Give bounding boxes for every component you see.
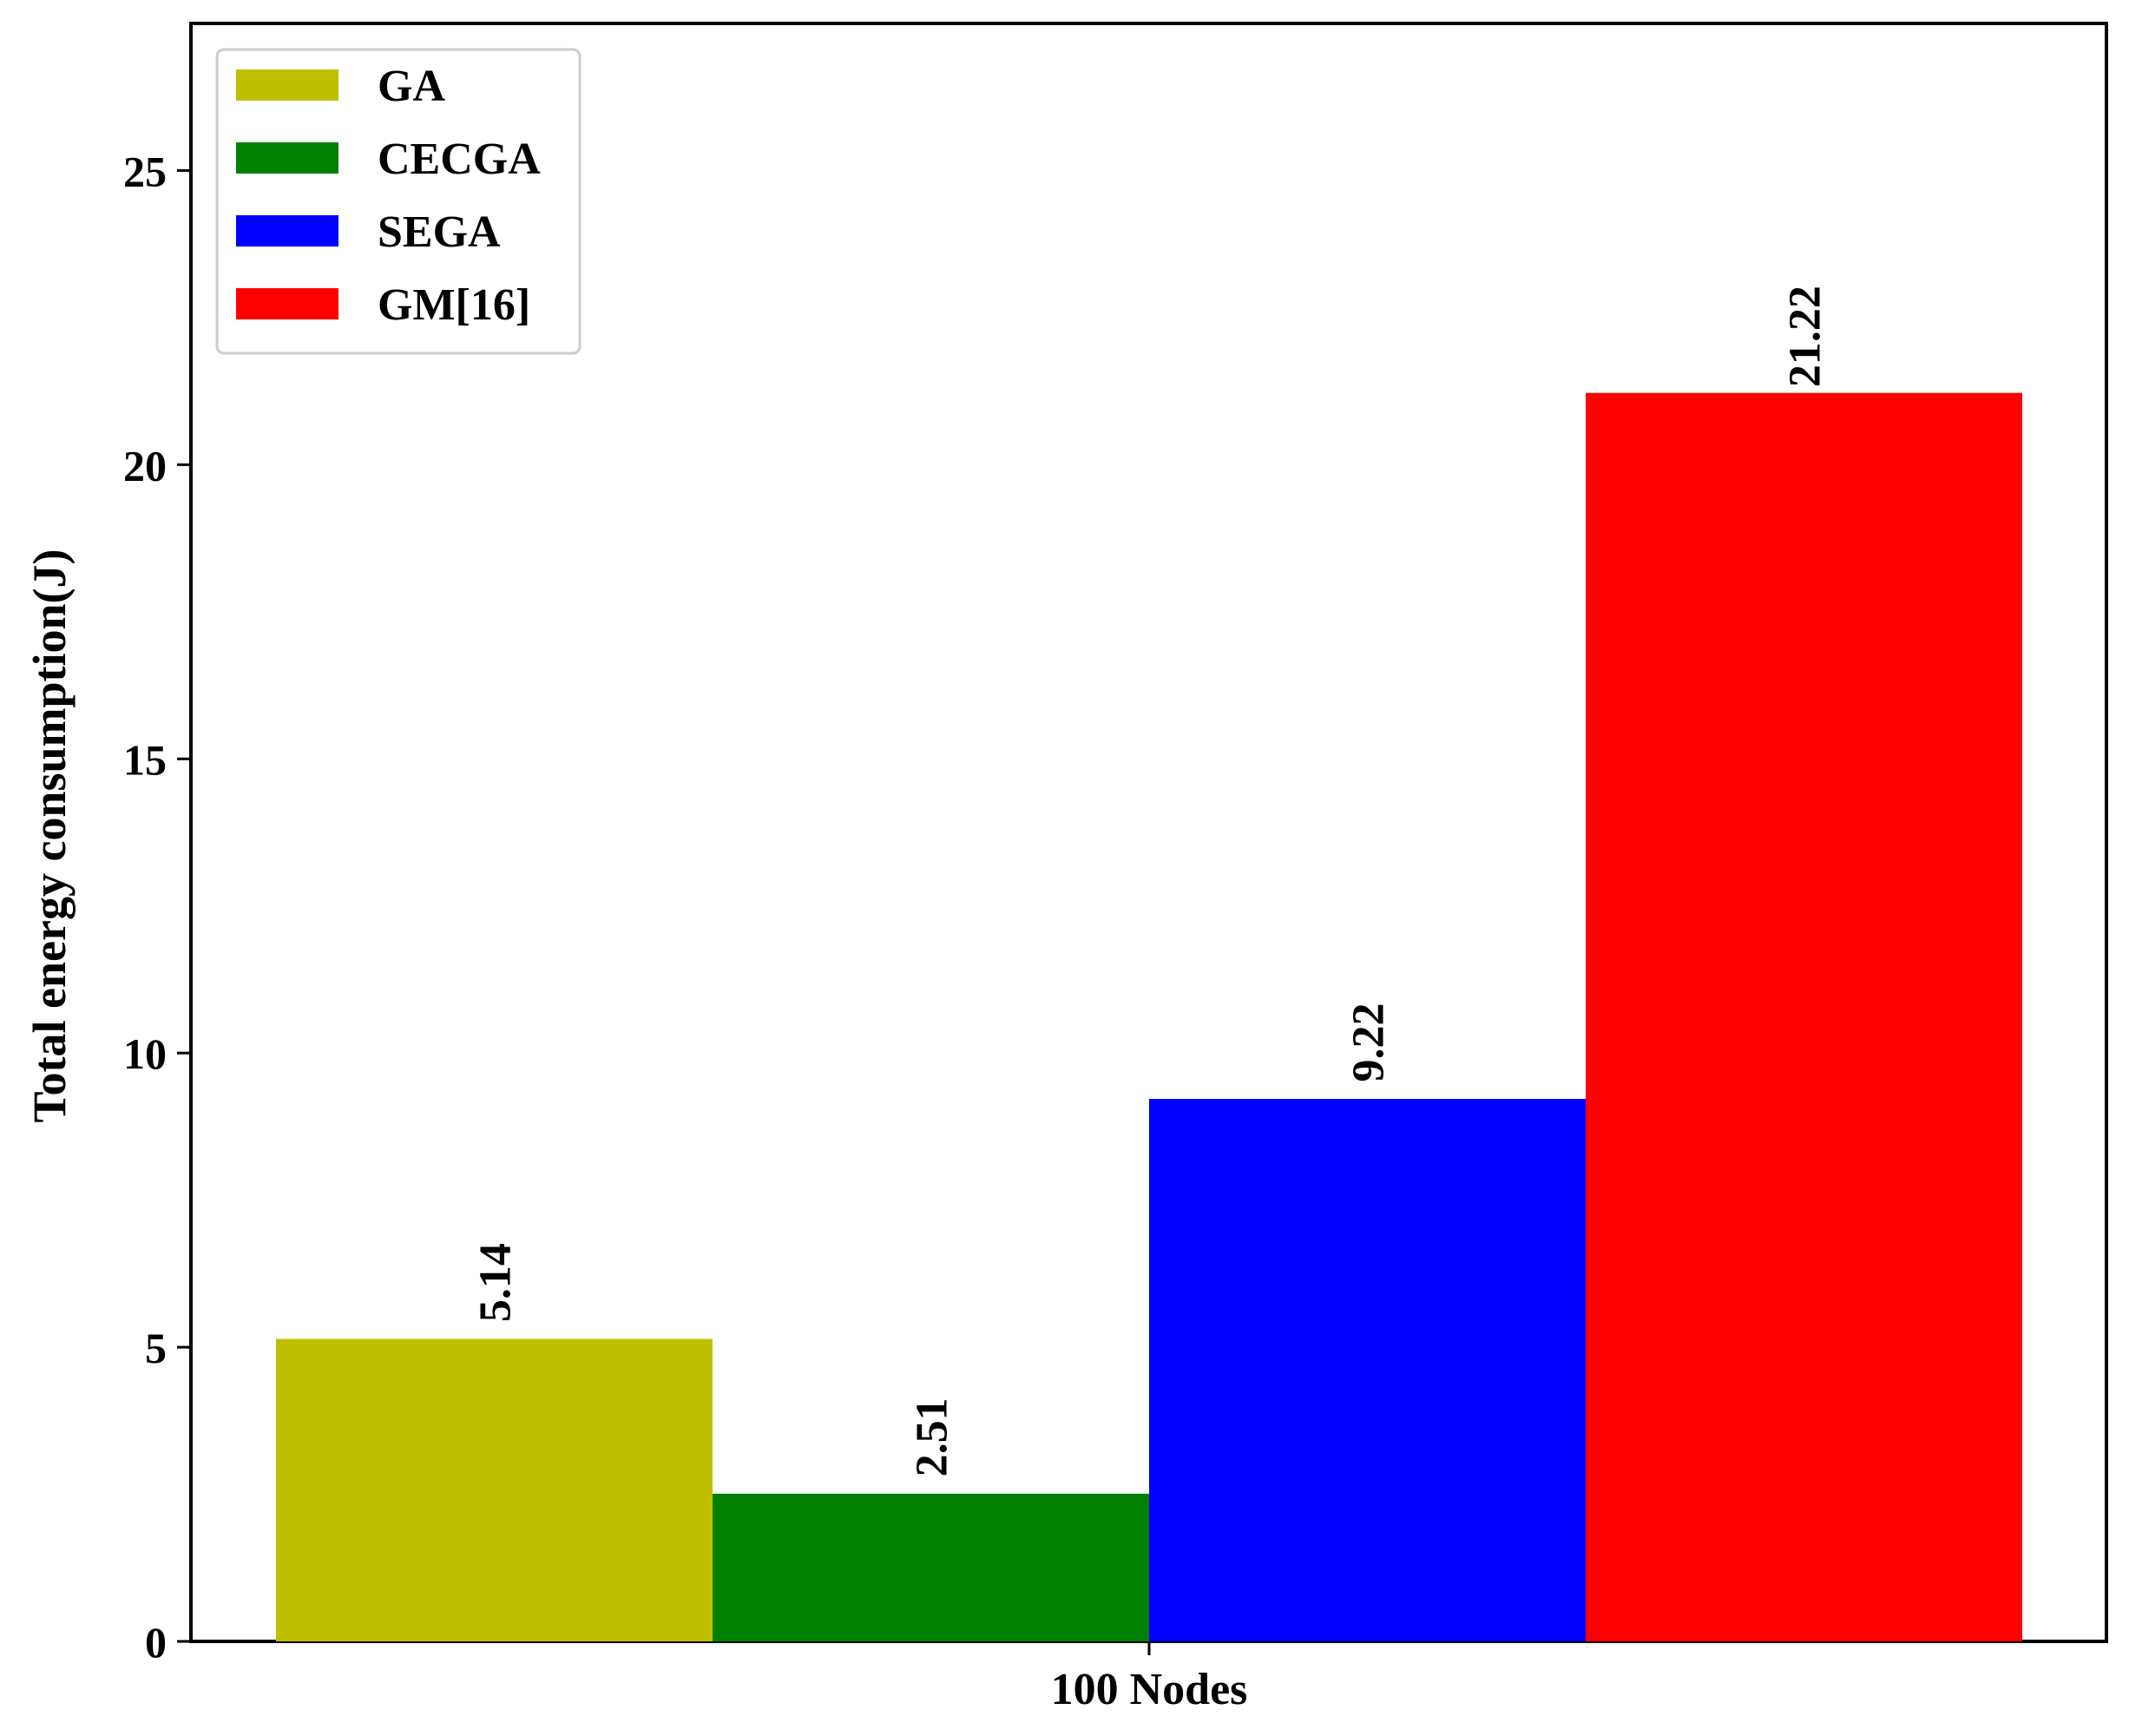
bar-value-label: 5.14 [471, 1243, 521, 1322]
legend-swatch [236, 215, 338, 247]
legend-label: CECGA [378, 135, 541, 184]
legend-label: GM[16] [378, 280, 530, 330]
bar-group [276, 392, 2022, 1642]
y-axis-ticks: 0 5 10 15 20 25 [123, 147, 191, 1667]
legend-label: GA [378, 62, 445, 111]
y-tick-label: 20 [123, 441, 167, 490]
bar-value-label: 9.22 [1344, 1003, 1394, 1082]
x-axis-ticks: 100 Nodes [1051, 1641, 1248, 1714]
bar-value-label: 2.51 [908, 1397, 957, 1476]
y-tick-label: 5 [145, 1324, 167, 1372]
y-tick-label: 0 [145, 1618, 167, 1667]
legend: GA CECGA SEGA GM[16] [215, 48, 582, 355]
bar-value-label: 21.22 [1781, 286, 1830, 387]
bar [276, 1338, 713, 1641]
legend-swatch [236, 69, 338, 101]
legend-frame [215, 48, 582, 355]
y-tick-label: 15 [123, 735, 167, 784]
bar [713, 1493, 1149, 1641]
legend-swatch [236, 142, 338, 174]
bar [1149, 1099, 1586, 1641]
y-tick-label: 25 [123, 147, 167, 195]
y-axis-label: Total energy consumption(J) [23, 549, 76, 1122]
bar [1586, 392, 2022, 1642]
legend-label: SEGA [378, 207, 501, 257]
legend-swatch [236, 288, 338, 319]
x-tick-label: 100 Nodes [1051, 1665, 1248, 1714]
y-tick-label: 10 [123, 1029, 167, 1078]
data-labels: 5.14 2.51 9.22 21.22 [471, 286, 1830, 1476]
